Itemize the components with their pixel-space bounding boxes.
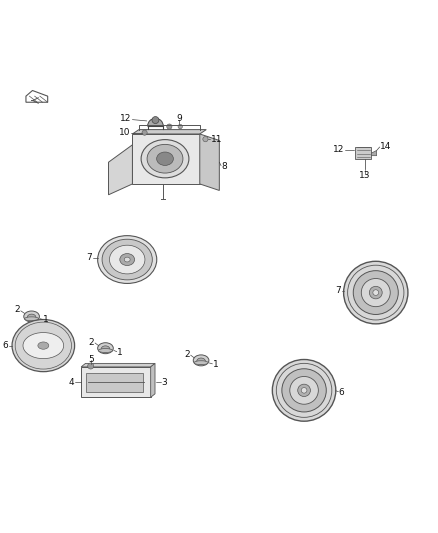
Polygon shape xyxy=(151,364,155,397)
Ellipse shape xyxy=(157,152,173,165)
Text: 2: 2 xyxy=(88,337,94,346)
Ellipse shape xyxy=(344,261,408,324)
Polygon shape xyxy=(132,134,200,184)
FancyBboxPatch shape xyxy=(355,147,371,159)
Ellipse shape xyxy=(353,271,398,314)
Text: 9: 9 xyxy=(177,114,182,123)
Text: 6: 6 xyxy=(339,388,345,397)
Ellipse shape xyxy=(361,279,390,306)
Text: 2: 2 xyxy=(15,305,20,314)
Ellipse shape xyxy=(102,239,152,280)
Ellipse shape xyxy=(25,317,39,321)
Wedge shape xyxy=(148,118,163,126)
Circle shape xyxy=(203,136,208,142)
Text: 2: 2 xyxy=(184,350,190,359)
Ellipse shape xyxy=(193,355,209,366)
Ellipse shape xyxy=(373,290,379,295)
Ellipse shape xyxy=(197,358,205,364)
Polygon shape xyxy=(132,130,206,134)
FancyBboxPatch shape xyxy=(86,373,143,392)
Ellipse shape xyxy=(194,361,208,365)
Text: 6: 6 xyxy=(3,341,9,350)
Text: 1: 1 xyxy=(43,316,49,325)
Circle shape xyxy=(88,363,94,369)
Ellipse shape xyxy=(99,349,113,352)
Ellipse shape xyxy=(27,314,36,320)
Circle shape xyxy=(167,124,172,129)
Ellipse shape xyxy=(120,254,134,265)
Ellipse shape xyxy=(101,346,110,352)
Ellipse shape xyxy=(298,384,311,397)
Ellipse shape xyxy=(110,245,145,274)
Text: 12: 12 xyxy=(120,114,131,123)
Text: 10: 10 xyxy=(119,128,130,137)
Text: 3: 3 xyxy=(162,377,167,386)
Ellipse shape xyxy=(124,257,130,262)
Text: 1: 1 xyxy=(117,348,123,357)
Ellipse shape xyxy=(98,343,113,354)
Text: 12: 12 xyxy=(333,144,344,154)
Ellipse shape xyxy=(98,236,157,284)
Ellipse shape xyxy=(272,359,336,421)
Ellipse shape xyxy=(12,319,74,372)
Ellipse shape xyxy=(23,333,64,359)
Ellipse shape xyxy=(38,342,49,349)
Ellipse shape xyxy=(282,369,326,412)
Text: 11: 11 xyxy=(211,135,222,144)
Text: 7: 7 xyxy=(335,286,341,295)
Ellipse shape xyxy=(301,387,307,393)
Ellipse shape xyxy=(24,311,39,322)
Circle shape xyxy=(152,117,159,124)
Polygon shape xyxy=(109,145,132,195)
Text: 14: 14 xyxy=(380,142,392,151)
Ellipse shape xyxy=(141,140,189,178)
Text: 8: 8 xyxy=(222,162,227,171)
Ellipse shape xyxy=(147,144,183,173)
Circle shape xyxy=(142,130,147,135)
Text: 1: 1 xyxy=(213,360,219,369)
Circle shape xyxy=(178,124,182,129)
Ellipse shape xyxy=(290,376,318,404)
Ellipse shape xyxy=(369,286,382,299)
Polygon shape xyxy=(81,364,155,367)
Text: 7: 7 xyxy=(87,253,92,262)
Polygon shape xyxy=(81,367,151,397)
Text: 5: 5 xyxy=(88,354,94,364)
Text: 13: 13 xyxy=(359,171,371,180)
Text: 4: 4 xyxy=(69,377,74,386)
Polygon shape xyxy=(371,150,377,156)
Polygon shape xyxy=(200,134,219,190)
